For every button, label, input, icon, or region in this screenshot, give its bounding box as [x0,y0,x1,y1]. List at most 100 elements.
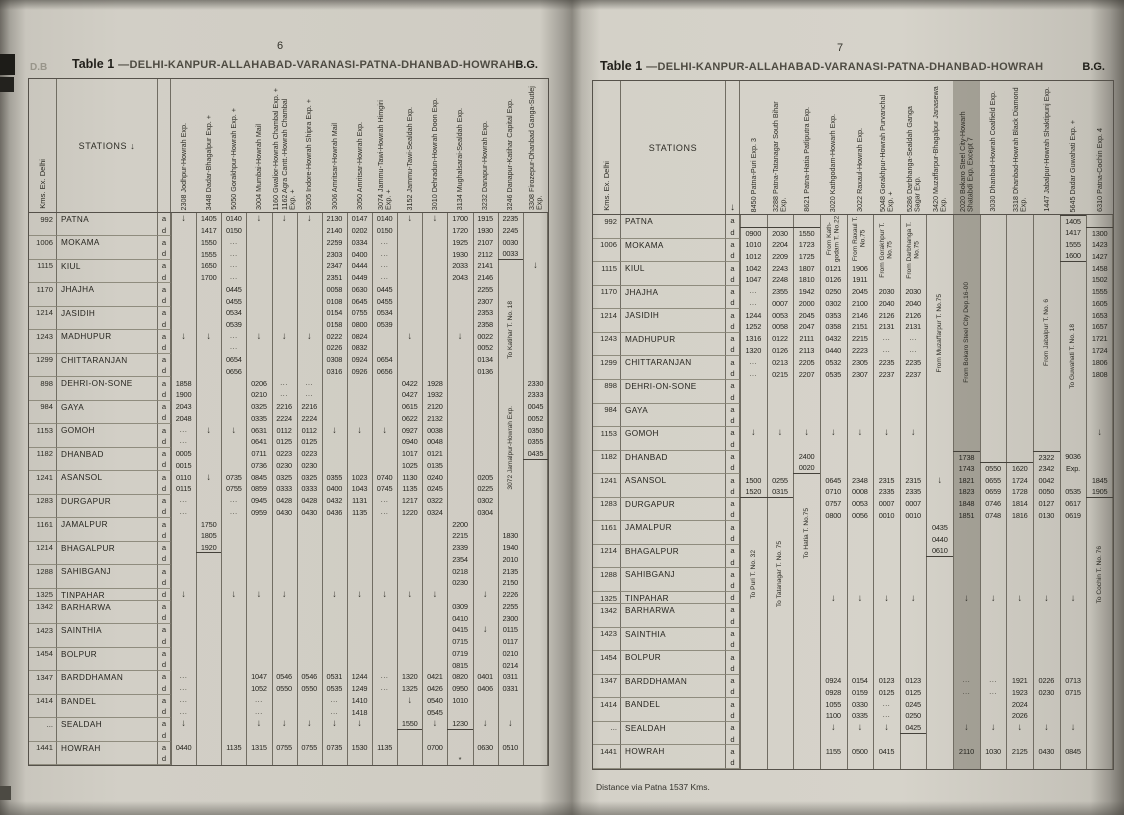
time-cell: 1320 [745,345,762,355]
time-cell: 1520 [740,486,767,498]
time-cell: 2125 [1011,746,1028,756]
time-cell: 0427 [401,390,418,400]
time-cell: 0108 [326,296,343,306]
km-cell: 1241 [29,471,57,495]
ad-marker: d [158,553,171,566]
time-cell: 1920 [196,542,222,554]
time-cell: 1823 [958,487,975,497]
time-cell: 0534 [376,308,393,318]
no-halt-dots: ... [380,250,389,258]
timetable-left: Kms. Ex. Delhi STATIONS ↓ 2308 Jodhpur-How… [28,78,549,766]
time-cell: 0546 [276,672,292,682]
station-name: ASANSOL [621,474,726,498]
km-cell: 1454 [593,651,621,675]
header-separator [29,79,548,213]
through-arrow: ↓ [1044,592,1049,604]
time-cell: 0122 [772,334,788,344]
time-cell: 0656 [226,366,242,376]
time-cell: Exp. [1066,463,1081,473]
time-cell: 1810 [798,275,815,285]
through-arrow: ↓ [407,694,413,706]
time-cell: 0455 [376,296,393,306]
ad-marker: a [726,721,740,734]
time-cell: 1530 [351,742,368,752]
time-cell: 0214 [502,660,519,670]
route-note: To Hatia T. No.75 [802,507,810,559]
time-cell: 0333 [276,484,292,494]
time-cell: 1555 [1065,239,1081,249]
time-cell: 2224 [276,413,292,423]
station-name: KIUL [621,262,726,286]
time-cell: 0924 [825,676,842,686]
ad-marker: d [158,482,171,495]
time-cell: 0426 [427,684,443,694]
ad-marker: d [726,321,740,333]
time-cell: 1550 [397,718,423,730]
no-halt-dots: ... [230,332,238,340]
time-cell: 1418 [351,707,368,717]
binding-mark-bottom [0,77,14,92]
time-cell: 1700 [200,273,217,283]
time-cell: 2010 [502,554,519,564]
no-halt-dots: ... [749,358,758,366]
time-cell: 2043 [175,402,192,412]
no-halt-dots: ... [305,391,314,399]
time-cell: 0445 [376,284,393,294]
through-arrow: ↓ [306,330,312,342]
time-cell: 0125 [878,687,895,697]
no-halt-dots: ... [179,708,188,716]
time-cell: 0432 [825,334,842,344]
ad-marker: d [158,318,171,331]
time-cell: 0645 [825,475,842,485]
time-cell: 2030 [905,287,921,297]
time-cell: 2026 [1011,711,1028,721]
through-arrow: ↓ [910,427,916,439]
no-halt-dots: ... [380,673,389,681]
no-halt-dots: ... [179,696,188,704]
time-cell: 0654 [226,355,242,365]
ad-marker: a [158,718,171,730]
time-cell: 0250 [825,287,842,297]
no-halt-dots: ... [179,497,188,505]
train-column [171,213,196,765]
through-arrow: ↓ [281,589,287,601]
through-arrow: ↓ [332,718,337,730]
time-cell: 0115 [502,625,518,635]
ad-marker: d [158,706,171,719]
time-cell: 0736 [251,460,267,470]
station-name: KIUL [57,259,158,284]
time-cell: 0740 [376,472,393,482]
train-column [246,213,271,765]
time-cell: 2110 [958,746,974,756]
time-cell: 0655 [985,475,1001,485]
time-cell: 0539 [376,320,393,330]
through-arrow: ↓ [332,424,337,436]
train-column [819,215,847,769]
time-cell: 0824 [351,331,368,341]
time-cell: 0355 [326,472,343,482]
time-cell: 0400 [351,249,368,259]
time-cell: 1806 [1091,357,1108,367]
km-cell: 1423 [593,627,621,652]
through-arrow: ↓ [256,589,262,601]
time-cell: 0700 [427,742,443,752]
time-cell: 2351 [326,273,343,283]
time-cell: 9036 [1065,452,1081,462]
time-cell: 2000 [798,298,815,308]
ad-marker: a [726,285,740,298]
ad-marker: d [158,365,171,378]
ad-marker: d [726,226,740,239]
time-cell: 0900 [740,226,767,239]
route-note: To Cochin T. No. 76 [1095,545,1103,604]
time-cell: 2215 [452,531,468,541]
station-name: SAINTHIA [621,627,726,652]
train-column [296,213,322,765]
time-cell: 0154 [326,308,343,318]
time-cell: 0117 [502,637,518,647]
km-cell: 1414 [29,694,57,719]
station-name: BHAGALPUR [621,544,726,569]
time-cell: 2330 [527,378,544,388]
through-arrow: ↓ [482,624,488,636]
through-arrow: ↓ [357,589,362,601]
time-cell: 0926 [351,366,368,376]
